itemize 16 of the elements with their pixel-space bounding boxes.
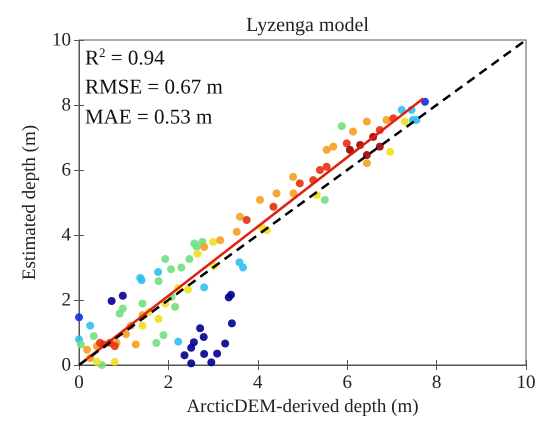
y-tick-label: 2 <box>62 290 71 310</box>
x-tick-label: 4 <box>253 372 264 393</box>
y-tick-label: 8 <box>62 94 71 116</box>
y-tick-label: 6 <box>62 160 71 180</box>
y-tick-label: 0 <box>62 354 71 376</box>
y-tick-label: 10 <box>52 30 71 50</box>
x-tick-label: 10 <box>516 372 536 393</box>
x-tick-label: 2 <box>164 372 174 393</box>
annotation: MAE = 0.53 m <box>85 104 212 128</box>
annotation: RMSE = 0.67 m <box>85 74 223 98</box>
chart-title: Lyzenga model <box>246 14 370 36</box>
y-axis-title: Estimated depth (m) <box>19 124 40 280</box>
y-tick-label: 4 <box>62 224 72 246</box>
x-tick-label: 6 <box>342 372 352 393</box>
x-tick-label: 8 <box>432 372 442 393</box>
x-axis-title: ArcticDEM-derived depth (m) <box>186 396 419 417</box>
